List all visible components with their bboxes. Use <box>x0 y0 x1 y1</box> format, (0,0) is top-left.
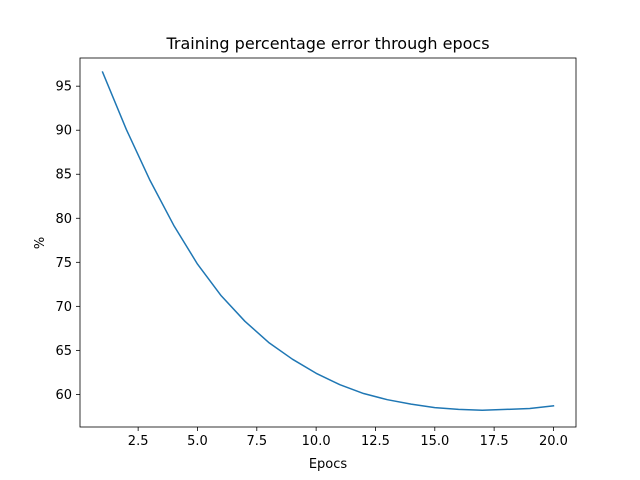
x-tick-label: 17.5 <box>480 434 509 449</box>
y-tick-label: 60 <box>55 388 72 403</box>
plot-area <box>79 57 577 428</box>
chart-title: Training percentage error through epocs <box>165 34 489 53</box>
x-axis-ticks: 2.5 5.0 7.5 10.0 12.5 15.0 17.5 20.0 <box>128 427 568 449</box>
y-tick-label: 70 <box>55 300 72 315</box>
x-tick-label: 10.0 <box>302 434 331 449</box>
y-axis-ticks: 60 65 70 75 80 85 90 95 <box>55 80 80 403</box>
x-tick-label: 7.5 <box>246 434 267 449</box>
y-tick-label: 95 <box>55 80 72 95</box>
x-tick-label: 15.0 <box>420 434 449 449</box>
x-tick-label: 2.5 <box>128 434 149 449</box>
x-axis-label: Epocs <box>309 457 348 472</box>
axes-frame <box>79 57 577 428</box>
y-tick-label: 80 <box>55 212 72 227</box>
y-tick-label: 85 <box>55 168 72 183</box>
series-line <box>101 71 555 412</box>
y-axis-label: % <box>33 237 48 249</box>
y-tick-label: 90 <box>55 124 72 139</box>
x-tick-label: 12.5 <box>361 434 390 449</box>
y-tick-label: 65 <box>55 344 72 359</box>
y-tick-label: 75 <box>55 256 72 271</box>
x-tick-label: 5.0 <box>187 434 208 449</box>
x-tick-label: 20.0 <box>539 434 568 449</box>
